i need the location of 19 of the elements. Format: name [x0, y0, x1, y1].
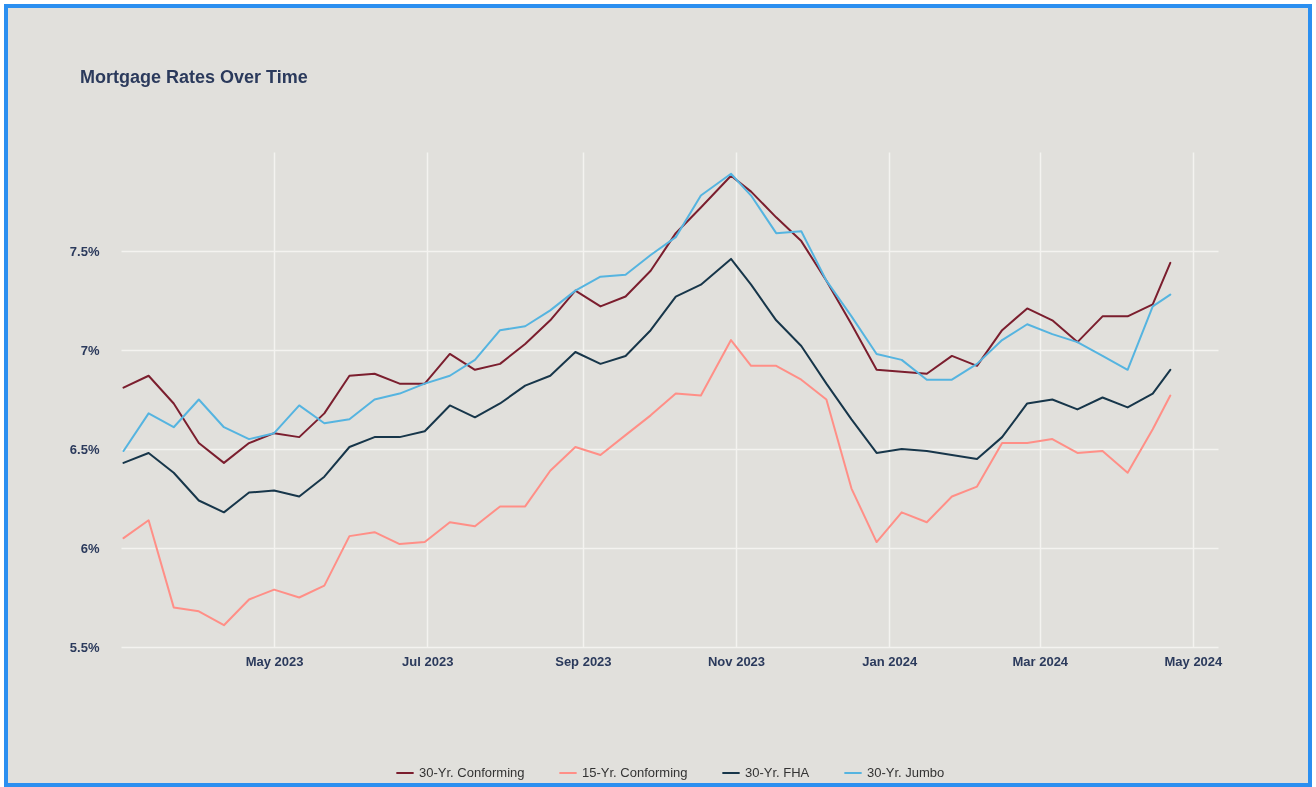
x-tick-label: May 2024: [1164, 653, 1224, 669]
line-series: [122, 257, 1172, 514]
legend-label: 15-Yr. Conforming: [582, 765, 688, 780]
x-tick-label: Nov 2023: [707, 653, 766, 669]
x-tick-label: Sep 2023: [555, 653, 612, 669]
y-tick-label: 6.5%: [69, 441, 100, 457]
x-tick-label: Jan 2024: [862, 653, 918, 669]
x-tick-label: Jul 2023: [402, 653, 454, 669]
chart-title: Mortgage Rates Over Time: [80, 67, 308, 87]
legend-label: 30-Yr. Conforming: [419, 765, 525, 780]
legend-label: 30-Yr. FHA: [745, 765, 810, 780]
line-series: [122, 339, 1172, 627]
y-tick-label: 5.5%: [69, 639, 100, 655]
legend-label: 30-Yr. Jumbo: [867, 765, 945, 780]
x-tick-label: Mar 2024: [1012, 653, 1069, 669]
x-tick-label: May 2023: [245, 653, 304, 669]
y-tick-label: 7%: [80, 342, 100, 358]
y-tick-label: 7.5%: [69, 243, 100, 259]
y-tick-label: 6%: [80, 540, 100, 556]
